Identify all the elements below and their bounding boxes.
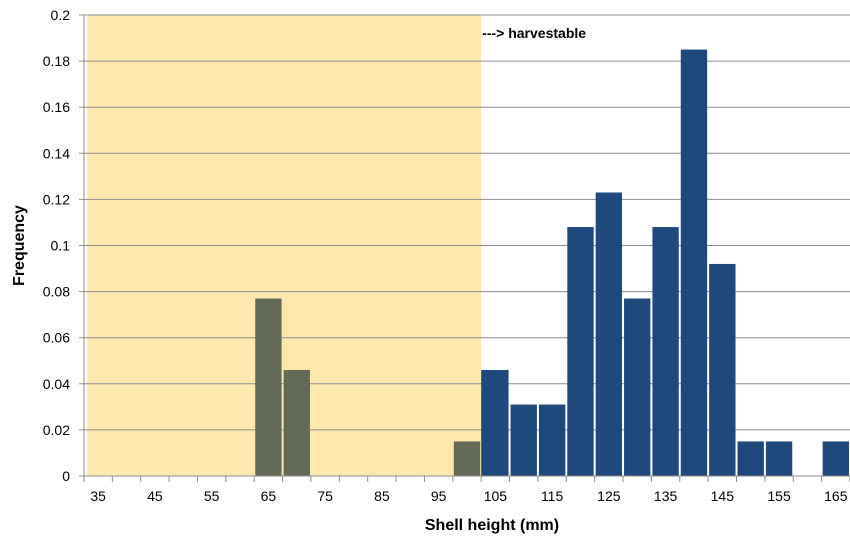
x-axis-title: Shell height (mm) bbox=[425, 517, 559, 534]
y-tick-label: 0.06 bbox=[43, 330, 70, 346]
bar-130 bbox=[624, 298, 651, 476]
x-tick-label: 45 bbox=[147, 488, 163, 504]
x-tick-label: 155 bbox=[767, 488, 791, 504]
bar-110 bbox=[510, 404, 537, 476]
bars bbox=[255, 49, 849, 477]
bar-155 bbox=[765, 441, 793, 476]
bar-105-right bbox=[481, 369, 509, 476]
x-tick-label: 35 bbox=[90, 488, 106, 504]
y-tick-label: 0.08 bbox=[43, 284, 70, 300]
bar-165 bbox=[822, 441, 849, 476]
y-tick-labels: 0 0.02 0.04 0.06 0.08 0.1 0.12 0.14 0.16 0.18 0.2 bbox=[43, 7, 70, 484]
x-tick-label: 145 bbox=[711, 488, 735, 504]
x-tick-label: 55 bbox=[204, 488, 220, 504]
bar-120 bbox=[567, 227, 594, 476]
x-tick-label: 65 bbox=[261, 488, 277, 504]
bar-100 bbox=[453, 441, 481, 476]
x-tick-label: 105 bbox=[484, 488, 508, 504]
x-tick-label: 165 bbox=[824, 488, 848, 504]
y-tick-label: 0.02 bbox=[43, 422, 70, 438]
bar-65 bbox=[255, 298, 282, 476]
x-tick-label: 95 bbox=[431, 488, 447, 504]
gridlines bbox=[84, 14, 850, 431]
x-tick-label: 85 bbox=[374, 488, 390, 504]
x-tick-labels: 35 45 55 65 75 85 95 105 115 125 135 145 155 165 bbox=[90, 488, 847, 504]
bar-135 bbox=[652, 227, 679, 476]
bar-115 bbox=[538, 404, 566, 476]
y-tick-label: 0.04 bbox=[43, 376, 70, 392]
y-tick-label: 0.16 bbox=[43, 99, 70, 115]
harvestable-annotation: ---> harvestable bbox=[482, 25, 586, 41]
y-tick-label: 0.1 bbox=[51, 238, 71, 254]
x-tick-label: 75 bbox=[317, 488, 333, 504]
bar-125 bbox=[595, 192, 623, 477]
y-tick-label: 0.12 bbox=[43, 191, 70, 207]
x-tick-label: 125 bbox=[597, 488, 621, 504]
y-tick-label: 0 bbox=[62, 468, 70, 484]
bar-145 bbox=[709, 263, 736, 476]
bar-140 bbox=[680, 49, 708, 476]
axes bbox=[79, 14, 850, 482]
y-tick-label: 0.18 bbox=[43, 53, 70, 69]
x-tick-label: 135 bbox=[654, 488, 678, 504]
bar-150 bbox=[737, 441, 764, 476]
x-tick-label: 115 bbox=[541, 488, 564, 504]
bar-70 bbox=[283, 369, 310, 476]
y-axis-title: Frequency bbox=[11, 205, 28, 286]
y-tick-label: 0.2 bbox=[51, 7, 71, 23]
y-tick-label: 0.14 bbox=[43, 145, 70, 161]
